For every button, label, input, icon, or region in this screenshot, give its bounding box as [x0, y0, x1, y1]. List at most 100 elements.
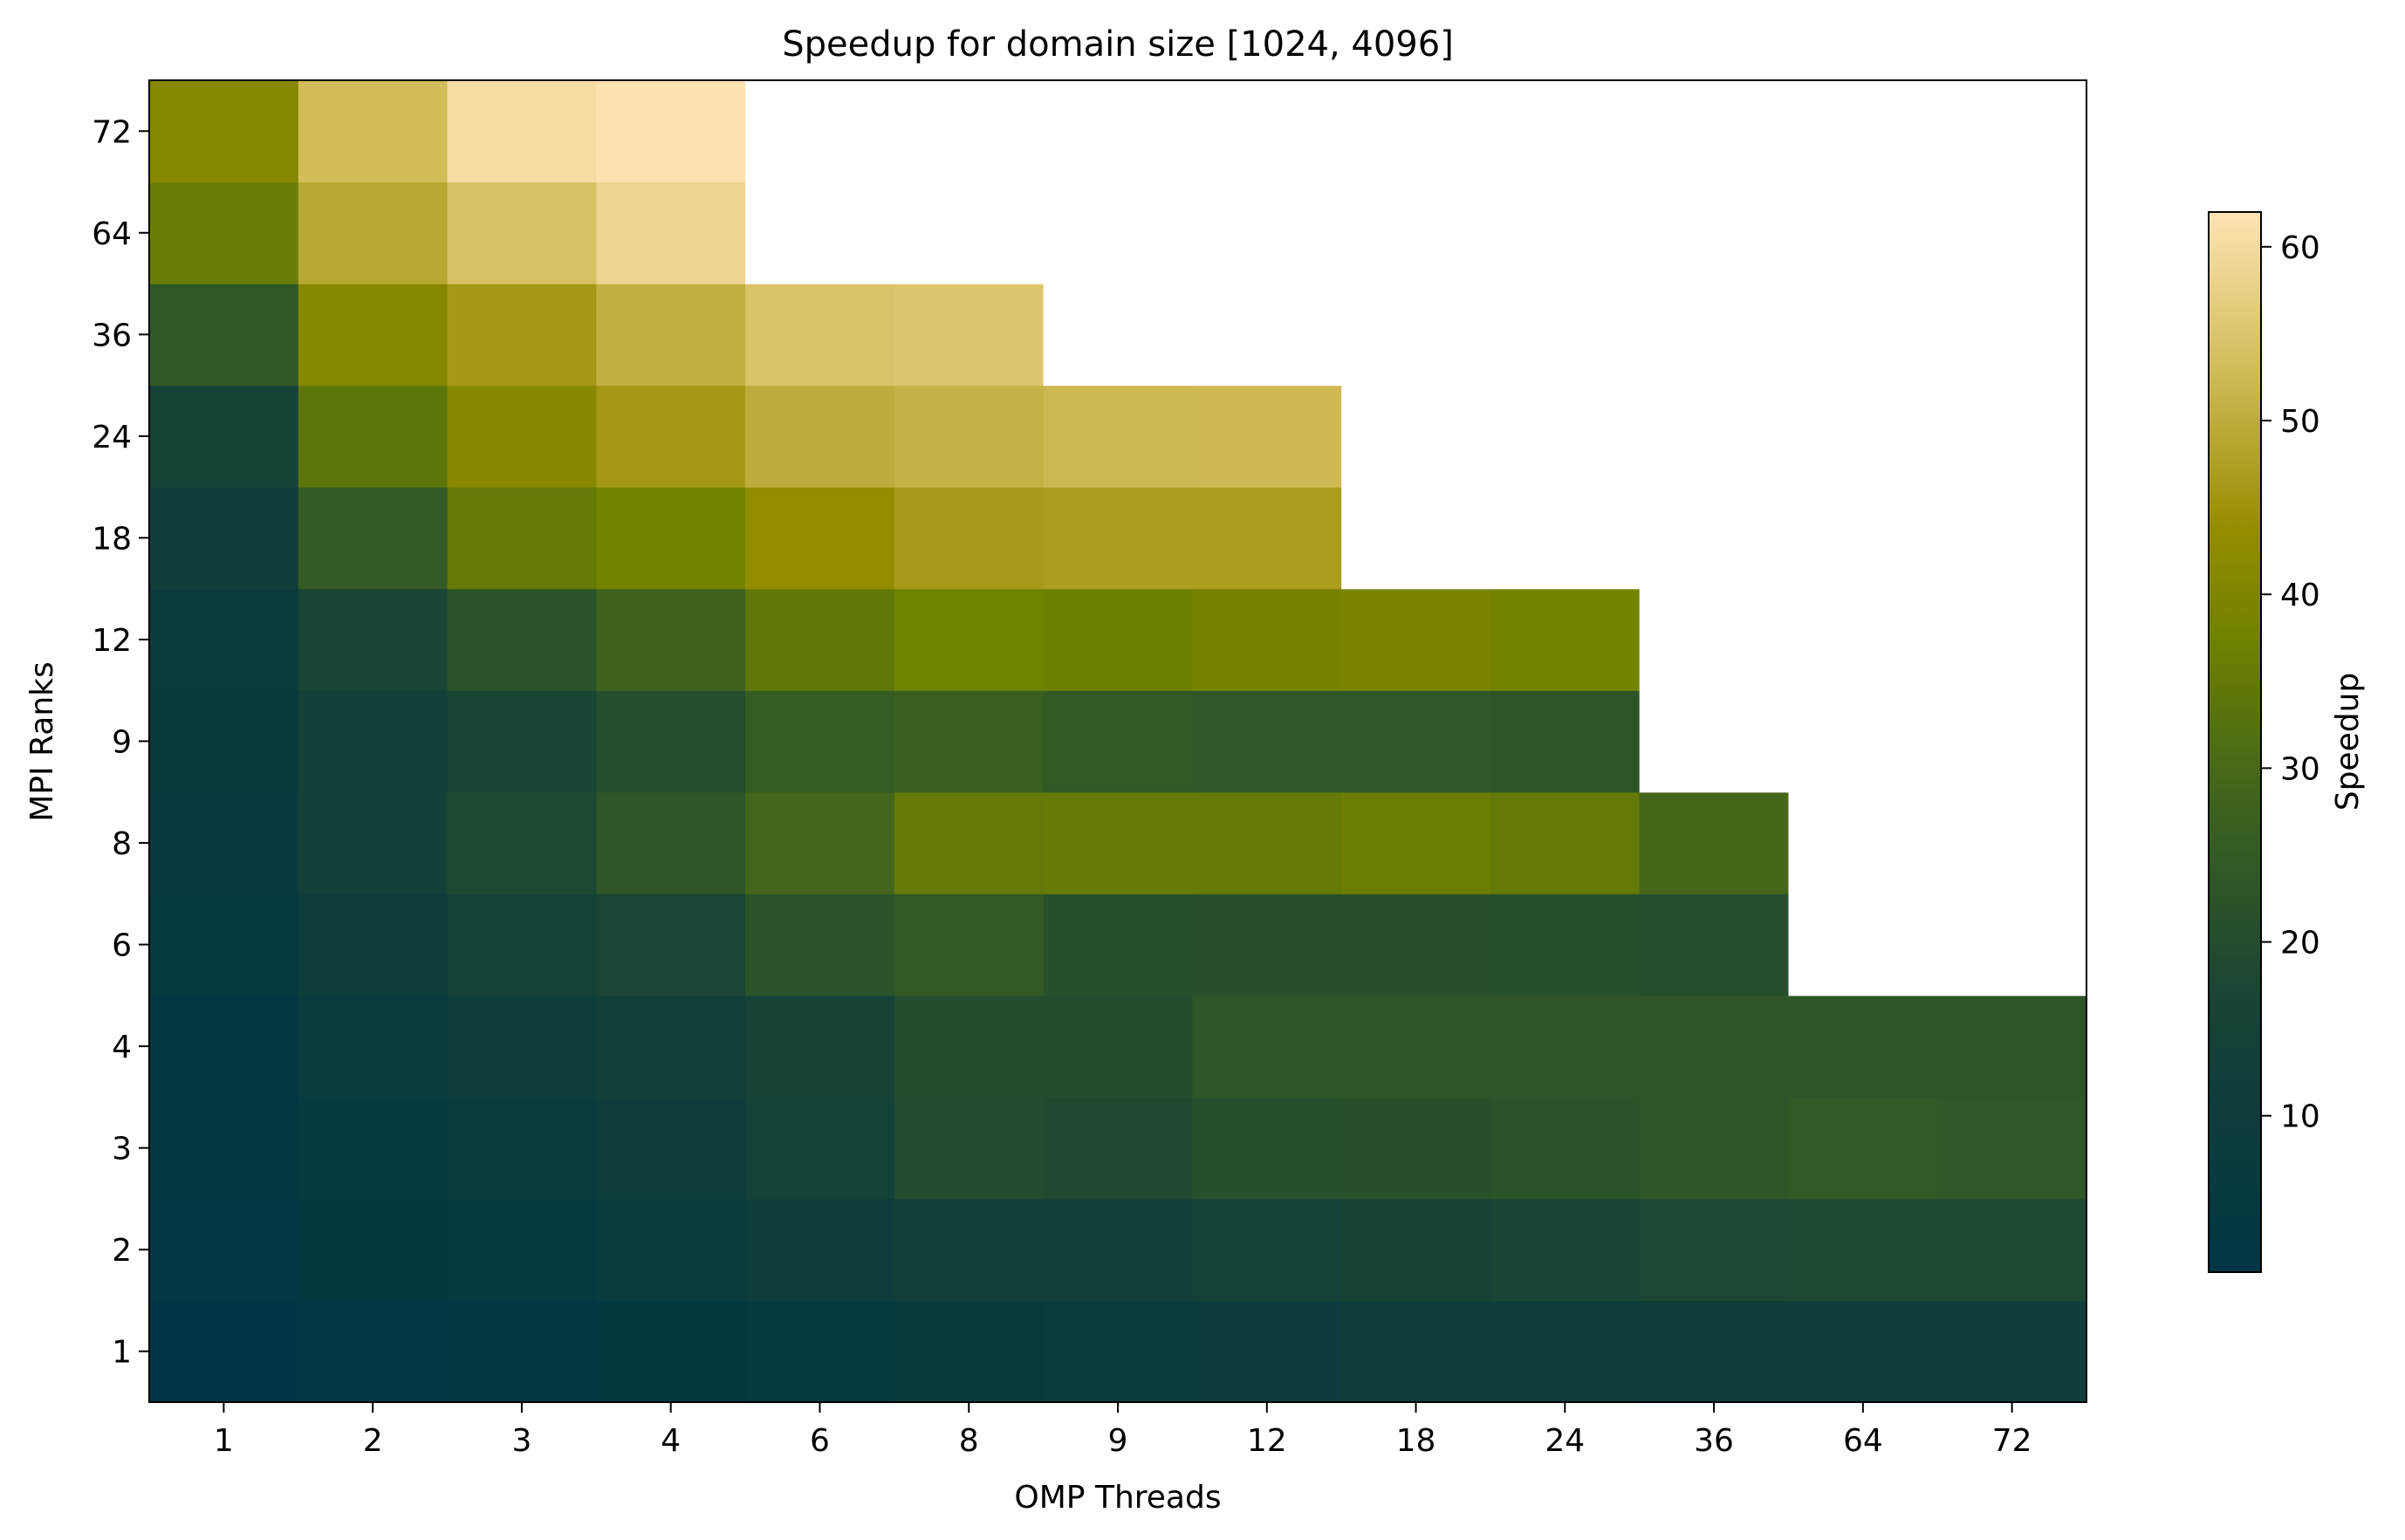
heatmap-cell [1192, 487, 1342, 590]
heatmap-cell [596, 487, 746, 590]
heatmap-cell [1490, 1097, 1641, 1200]
heatmap-cell [1788, 1097, 1938, 1200]
heatmap-cell [1341, 995, 1491, 1098]
heatmap-cell [298, 284, 449, 387]
heatmap-cell [1788, 1198, 1938, 1302]
heatmap-cell [596, 893, 746, 996]
heatmap-cell [1788, 284, 1938, 387]
heatmap-cell [1043, 1198, 1193, 1302]
heatmap-cell [596, 385, 746, 488]
heatmap-cell [447, 690, 597, 793]
heatmap-cell [894, 181, 1045, 284]
heatmap-cell [1639, 690, 1790, 793]
heatmap-cell [596, 588, 746, 691]
heatmap-cell [1788, 690, 1938, 793]
heatmap-cell [1341, 1097, 1491, 1200]
chart-title: Speedup for domain size [1024, 4096] [782, 24, 1454, 65]
colorbar [2208, 211, 2262, 1273]
heatmap-cell [149, 690, 299, 793]
x-tick-label: 4 [661, 1423, 681, 1459]
heatmap-cell [596, 690, 746, 793]
heatmap-cell [1192, 791, 1342, 894]
heatmap-cell [1937, 995, 2087, 1098]
heatmap-cell [1043, 791, 1193, 894]
heatmap-cell [298, 1198, 449, 1302]
y-tick-label: 72 [92, 114, 132, 150]
heatmap-cells [149, 80, 2087, 1403]
heatmap-cell [596, 995, 746, 1098]
heatmap-cell [745, 284, 895, 387]
heatmap-cell [1490, 487, 1641, 590]
heatmap-cell [596, 1198, 746, 1302]
heatmap-cell [1043, 690, 1193, 793]
colorbar-label: Speedup [2330, 673, 2366, 811]
heatmap-cell [1937, 181, 2087, 284]
heatmap-cell [894, 1097, 1045, 1200]
heatmap-cell [1937, 284, 2087, 387]
x-tick-label: 8 [959, 1423, 979, 1459]
heatmap-cell [447, 181, 597, 284]
heatmap-cell [894, 588, 1045, 691]
heatmap-cell [1937, 893, 2087, 996]
x-tick-label: 36 [1694, 1423, 1734, 1459]
heatmap-cell [1192, 284, 1342, 387]
y-tick-label: 24 [92, 420, 132, 455]
heatmap-cell [1043, 1097, 1193, 1200]
heatmap-cell [1341, 80, 1491, 183]
heatmap-cell [894, 1198, 1045, 1302]
x-tick-label: 12 [1247, 1423, 1287, 1459]
heatmap-cell [596, 80, 746, 183]
heatmap-cell [894, 690, 1045, 793]
heatmap-cell [149, 791, 299, 894]
heatmap-cell [1192, 690, 1342, 793]
heatmap-cell [149, 487, 299, 590]
x-tick-label: 2 [363, 1423, 383, 1459]
heatmap-cell [596, 1097, 746, 1200]
heatmap-cell [1639, 80, 1790, 183]
heatmap-cell [1639, 893, 1790, 996]
colorbar-tick-label: 50 [2280, 404, 2320, 440]
heatmap-cell [1490, 284, 1641, 387]
colorbar-tick-label: 10 [2280, 1099, 2320, 1135]
heatmap-cell [447, 893, 597, 996]
heatmap-cell [298, 893, 449, 996]
heatmap-cell [149, 1300, 299, 1403]
heatmap-cell [1937, 487, 2087, 590]
heatmap-cell [1639, 995, 1790, 1098]
heatmap-cell [1341, 487, 1491, 590]
x-tick-label: 18 [1396, 1423, 1436, 1459]
heatmap-cell [447, 487, 597, 590]
heatmap-cell [447, 995, 597, 1098]
heatmap-cell [1639, 1198, 1790, 1302]
heatmap-cell [1788, 893, 1938, 996]
heatmap-cell [1788, 80, 1938, 183]
heatmap-cell [596, 284, 746, 387]
y-tick-label: 64 [92, 216, 132, 252]
heatmap-cell [745, 588, 895, 691]
heatmap-cell [1490, 385, 1641, 488]
heatmap-cell [1639, 1300, 1790, 1403]
heatmap-cell [1341, 284, 1491, 387]
heatmap-cell [447, 1198, 597, 1302]
heatmap-cell [447, 284, 597, 387]
heatmap-cell [1937, 1300, 2087, 1403]
heatmap-cell [1490, 1198, 1641, 1302]
heatmap-cell [1788, 181, 1938, 284]
heatmap-cell [298, 791, 449, 894]
colorbar-tick-label: 60 [2280, 230, 2320, 266]
heatmap-cell [745, 80, 895, 183]
y-tick-label: 6 [112, 928, 132, 964]
heatmap-cell [1788, 1300, 1938, 1403]
heatmap-cell [1639, 791, 1790, 894]
y-tick-label: 1 [112, 1335, 132, 1371]
heatmap-cell [298, 690, 449, 793]
heatmap-cell [1639, 1097, 1790, 1200]
heatmap-cell [745, 995, 895, 1098]
x-tick-label: 6 [810, 1423, 830, 1459]
y-tick-label: 12 [92, 623, 132, 659]
heatmap-cell [1341, 1198, 1491, 1302]
x-tick-label: 64 [1843, 1423, 1883, 1459]
heatmap-cell [894, 995, 1045, 1098]
